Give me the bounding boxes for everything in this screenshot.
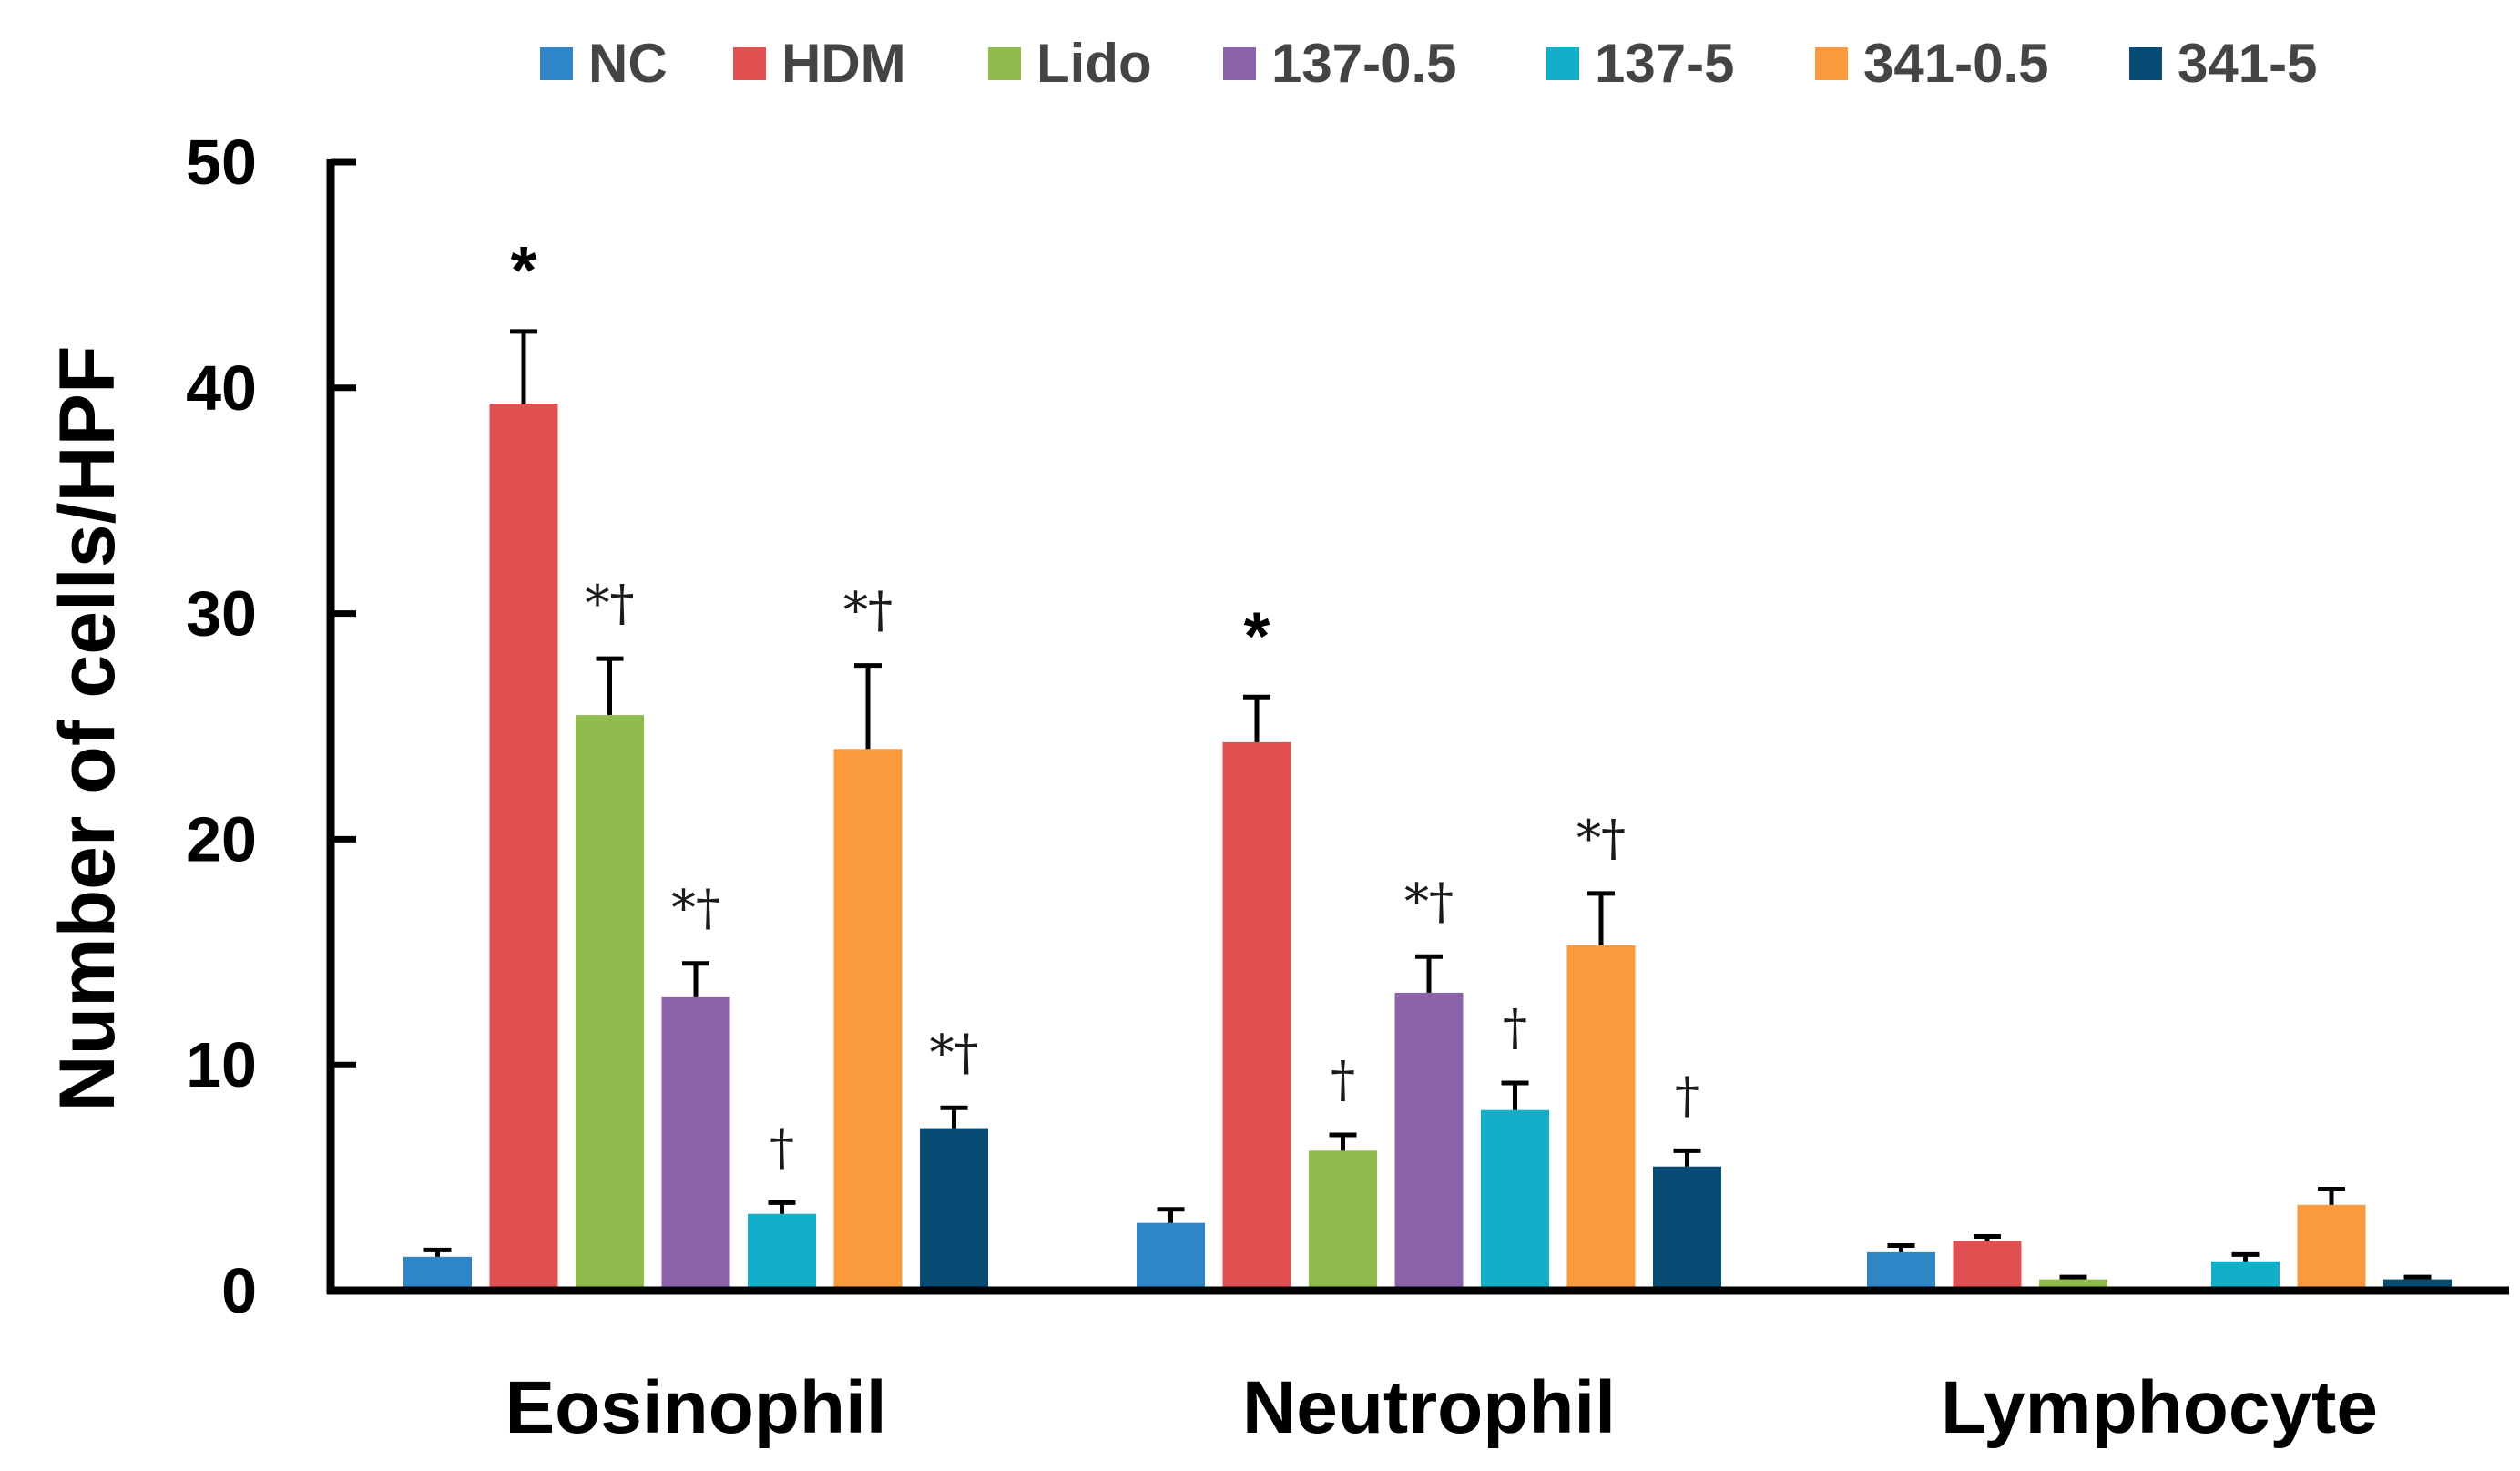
bar-eosinophil-hdm	[489, 404, 558, 1291]
y-axis-label-group: Number of cells/HPF	[44, 345, 131, 1111]
y-tick-label: 0	[221, 1255, 257, 1326]
legend-swatch-341-0_5	[1815, 47, 1848, 80]
bar-lymphocyte-341-0_5	[2297, 1204, 2366, 1291]
y-tick-label: 40	[186, 352, 257, 424]
bar-eosinophil-137-5	[748, 1213, 816, 1291]
legend-swatch-lido	[988, 47, 1021, 80]
significance-mark: †	[1331, 1051, 1355, 1108]
bar-eosinophil-341-0_5	[833, 749, 903, 1291]
significance-mark: *†	[1576, 810, 1626, 867]
legend-swatch-hdm	[733, 47, 766, 80]
significance-mark: *†	[586, 575, 635, 632]
bar-eosinophil-137-0_5	[661, 996, 730, 1291]
axes-group	[326, 159, 2509, 1295]
significance-mark: *†	[843, 582, 893, 639]
significance-mark: †	[1503, 999, 1527, 1057]
y-tick-label: 20	[186, 803, 257, 874]
bar-neutrophil-lido	[1309, 1150, 1377, 1291]
legend-label: 341-0.5	[1863, 33, 2049, 94]
significance-mark: *	[1244, 598, 1270, 673]
bar-neutrophil-hdm	[1222, 741, 1291, 1291]
category-labels-group: Eosinophil Neutrophil Lymphocyte	[505, 1366, 2378, 1449]
legend-label: 137-0.5	[1271, 33, 1457, 94]
significance-mark: *	[511, 232, 537, 308]
legend-swatch-nc	[540, 47, 573, 80]
y-tick-label: 30	[186, 578, 257, 649]
category-label-neutrophil: Neutrophil	[1242, 1366, 1616, 1449]
y-ticks-group: 0 10 20 30 40 50	[186, 127, 356, 1326]
legend-swatch-137-5	[1546, 47, 1579, 80]
bar-eosinophil-nc	[403, 1256, 472, 1291]
significance-mark: *†	[1404, 873, 1454, 930]
significance-mark: *†	[930, 1024, 979, 1081]
bar-neutrophil-137-5	[1481, 1109, 1549, 1291]
y-tick-label: 10	[186, 1029, 257, 1100]
significance-mark: †	[1675, 1067, 1699, 1124]
legend-label: Lido	[1036, 33, 1152, 94]
bar-lymphocyte-hdm	[1953, 1241, 2022, 1291]
legend-label: 341-5	[2178, 33, 2317, 94]
bar-neutrophil-341-5	[1653, 1166, 1721, 1291]
bar-lymphocyte-nc	[1867, 1251, 1935, 1291]
category-label-lymphocyte: Lymphocyte	[1941, 1366, 2378, 1449]
legend-swatch-137-0_5	[1223, 47, 1256, 80]
bar-eosinophil-lido	[576, 715, 644, 1291]
bar-neutrophil-nc	[1137, 1222, 1205, 1291]
category-label-eosinophil: Eosinophil	[505, 1366, 886, 1449]
legend-label: HDM	[781, 33, 906, 94]
legend-label: 137-5	[1595, 33, 1734, 94]
significance-mark: †	[770, 1119, 794, 1176]
bars-group: * * *† † *† *† † † *† *† *† †	[403, 232, 2452, 1291]
y-tick-label: 50	[186, 127, 257, 198]
bar-lymphocyte-137-5	[2211, 1261, 2280, 1291]
legend: NC HDM Lido 137-0.5 137-5 341-0.5 341-5	[540, 33, 2317, 94]
y-axis-label: Number of cells/HPF	[44, 345, 131, 1111]
legend-swatch-341-5	[2129, 47, 2162, 80]
bar-neutrophil-137-0_5	[1394, 992, 1464, 1291]
legend-label: NC	[588, 33, 668, 94]
bar-eosinophil-341-5	[920, 1128, 988, 1291]
significance-mark: *†	[671, 880, 720, 937]
bar-neutrophil-341-0_5	[1566, 945, 1636, 1291]
